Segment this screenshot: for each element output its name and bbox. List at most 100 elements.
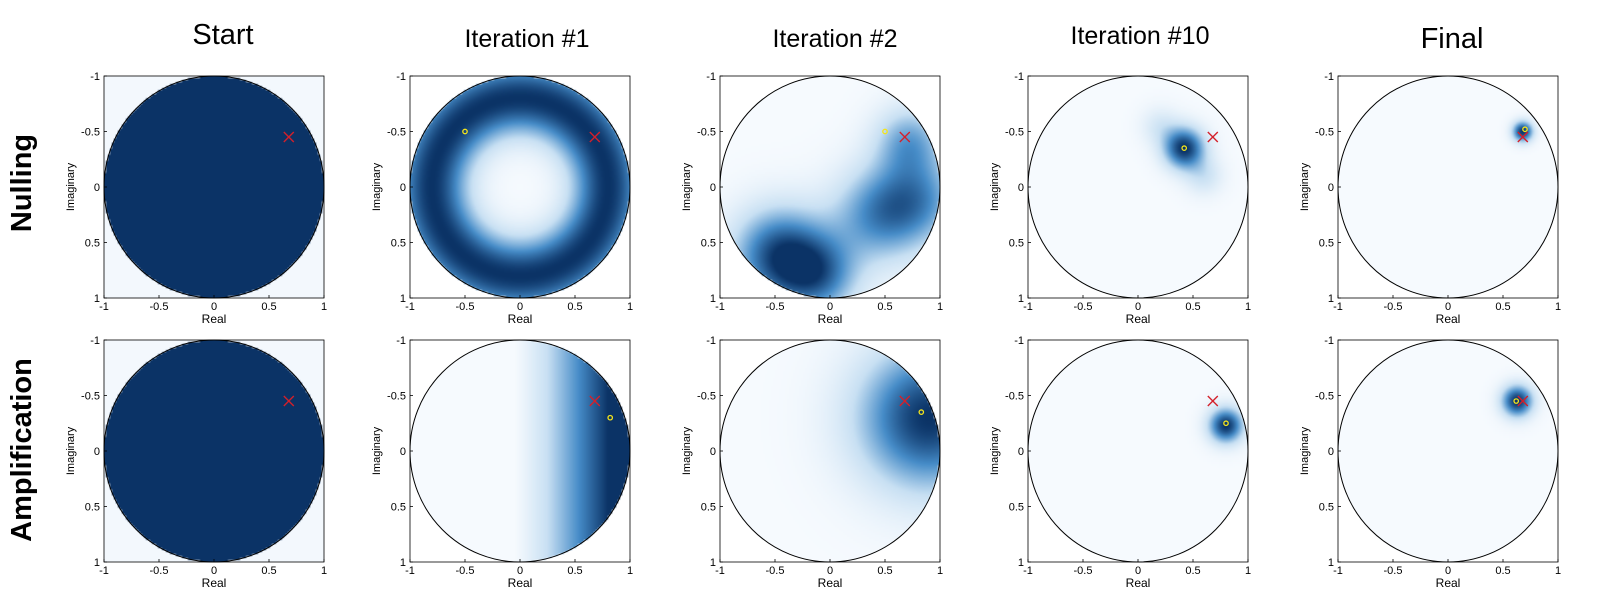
x-tick-label: -1 bbox=[405, 301, 415, 313]
y-tick-label: -1 bbox=[90, 335, 100, 347]
y-tick-label: 0.5 bbox=[1009, 502, 1024, 514]
estimate-marker bbox=[1223, 420, 1229, 427]
estimate-marker bbox=[462, 128, 468, 135]
x-tick-label: -0.5 bbox=[1074, 565, 1093, 577]
x-axis-label: Real bbox=[818, 576, 843, 590]
x-tick-label: -0.5 bbox=[1384, 565, 1403, 577]
y-tick-label: -0.5 bbox=[1005, 391, 1024, 403]
y-tick-label: -1 bbox=[396, 71, 406, 83]
x-tick-label: 1 bbox=[1555, 565, 1561, 577]
y-axis-label: Imaginary bbox=[65, 162, 77, 211]
x-tick-label: 0 bbox=[517, 565, 523, 577]
y-tick-label: -1 bbox=[1324, 71, 1334, 83]
x-tick-label: 0 bbox=[1445, 565, 1451, 577]
column-title-iteration-2: Iteration #2 bbox=[772, 25, 897, 53]
y-axis-label: Imaginary bbox=[65, 426, 77, 475]
x-axis-label: Real bbox=[202, 576, 227, 590]
y-tick-label: 0 bbox=[1018, 182, 1024, 194]
x-tick-label: 0.5 bbox=[261, 301, 276, 313]
x-tick-label: 0.5 bbox=[1495, 565, 1510, 577]
y-tick-label: 1 bbox=[710, 293, 716, 305]
x-tick-label: 0 bbox=[1135, 565, 1141, 577]
y-tick-label: 0.5 bbox=[1319, 502, 1334, 514]
y-axis-label: Imaginary bbox=[989, 162, 1001, 211]
y-tick-label: 1 bbox=[1018, 293, 1024, 305]
x-tick-label: -0.5 bbox=[766, 301, 785, 313]
y-tick-label: 0 bbox=[94, 446, 100, 458]
y-tick-label: 0 bbox=[1328, 182, 1334, 194]
estimate-marker bbox=[607, 414, 614, 421]
heatmap-image bbox=[1028, 340, 1248, 562]
y-axis-label: Imaginary bbox=[681, 426, 693, 475]
x-tick-label: 1 bbox=[321, 301, 327, 313]
y-tick-label: -0.5 bbox=[387, 391, 406, 403]
x-tick-label: 0.5 bbox=[1185, 565, 1200, 577]
x-tick-label: -0.5 bbox=[150, 301, 169, 313]
y-tick-label: -0.5 bbox=[1005, 127, 1024, 139]
x-tick-label: -0.5 bbox=[1384, 301, 1403, 313]
x-tick-label: -1 bbox=[99, 565, 109, 577]
y-tick-label: -0.5 bbox=[387, 127, 406, 139]
x-tick-label: 1 bbox=[1245, 565, 1251, 577]
x-tick-label: 0.5 bbox=[567, 301, 582, 313]
x-tick-label: 0.5 bbox=[1495, 301, 1510, 313]
target-marker bbox=[1207, 395, 1219, 407]
heatmap-image bbox=[720, 76, 940, 298]
x-tick-label: 0 bbox=[211, 565, 217, 577]
x-tick-label: 0 bbox=[1445, 301, 1451, 313]
x-tick-label: 1 bbox=[627, 301, 633, 313]
y-tick-label: 0.5 bbox=[85, 502, 100, 514]
x-tick-label: -1 bbox=[715, 301, 725, 313]
x-tick-label: 0.5 bbox=[567, 565, 582, 577]
x-axis-label: Real bbox=[202, 312, 227, 326]
y-tick-label: 1 bbox=[710, 557, 716, 569]
y-tick-label: -1 bbox=[1014, 335, 1024, 347]
x-tick-label: 0 bbox=[517, 301, 523, 313]
y-tick-label: -1 bbox=[90, 71, 100, 83]
heatmap-image bbox=[720, 340, 940, 562]
y-axis-label: Imaginary bbox=[1299, 426, 1311, 475]
heatmap-image bbox=[410, 340, 630, 562]
target-marker bbox=[283, 395, 295, 407]
y-tick-label: 0.5 bbox=[701, 238, 716, 250]
y-tick-label: 0.5 bbox=[1319, 238, 1334, 250]
y-tick-label: 0 bbox=[1018, 446, 1024, 458]
estimate-marker bbox=[918, 409, 925, 415]
x-tick-label: -0.5 bbox=[766, 565, 785, 577]
x-tick-label: -1 bbox=[405, 565, 415, 577]
x-tick-label: -1 bbox=[715, 565, 725, 577]
x-tick-label: 1 bbox=[1245, 301, 1251, 313]
x-tick-label: 1 bbox=[1555, 301, 1561, 313]
column-title-iteration-10: Iteration #10 bbox=[1071, 22, 1210, 50]
y-tick-label: -0.5 bbox=[81, 391, 100, 403]
y-tick-label: 0 bbox=[710, 182, 716, 194]
target-marker bbox=[1517, 395, 1529, 407]
y-tick-label: -0.5 bbox=[697, 127, 716, 139]
y-axis-label: Imaginary bbox=[371, 426, 383, 475]
y-axis-label: Imaginary bbox=[1299, 162, 1311, 211]
estimate-marker bbox=[1181, 145, 1188, 151]
heatmap-image bbox=[1028, 76, 1248, 298]
x-axis-label: Real bbox=[508, 312, 533, 326]
x-tick-label: -1 bbox=[1333, 565, 1343, 577]
y-tick-label: 0.5 bbox=[85, 238, 100, 250]
x-tick-label: -1 bbox=[1023, 565, 1033, 577]
y-tick-label: 1 bbox=[1328, 293, 1334, 305]
estimate-marker bbox=[1513, 398, 1520, 404]
estimate-marker bbox=[1522, 126, 1528, 133]
heatmap-image bbox=[410, 76, 630, 298]
y-axis-label: Imaginary bbox=[681, 162, 693, 211]
estimate-marker bbox=[882, 128, 888, 135]
y-tick-label: 0 bbox=[94, 182, 100, 194]
x-tick-label: -1 bbox=[99, 301, 109, 313]
target-marker bbox=[1517, 131, 1529, 143]
column-title-start: Start bbox=[192, 19, 253, 51]
y-tick-label: 1 bbox=[1018, 557, 1024, 569]
